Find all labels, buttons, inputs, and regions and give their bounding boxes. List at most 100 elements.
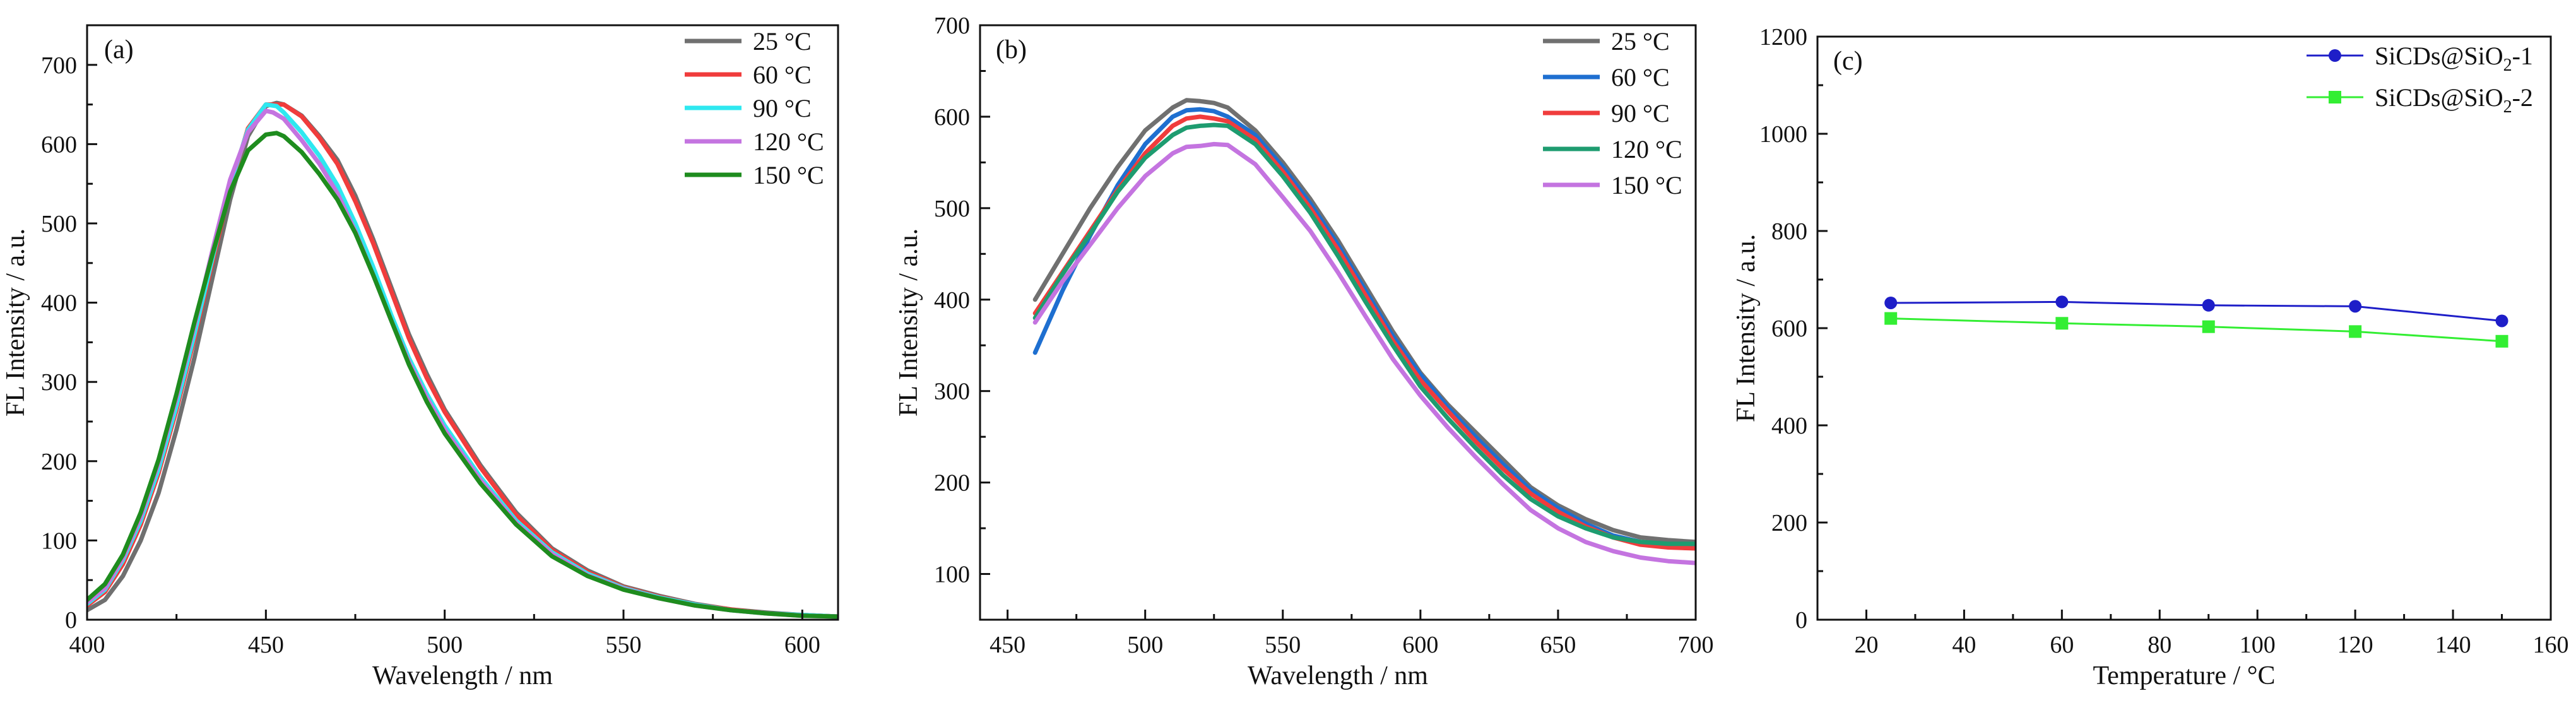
- y-tick-label: 100: [41, 528, 77, 554]
- y-tick-label: 600: [934, 104, 970, 131]
- series-group: [87, 100, 838, 619]
- series-line-2: [1889, 317, 2503, 343]
- x-tick-label: 100: [2240, 632, 2276, 658]
- x-tick-label: 80: [2148, 632, 2171, 658]
- panel-label: (b): [996, 35, 1027, 64]
- y-tick-label: 700: [41, 52, 77, 79]
- legend-marker-circle: [2329, 49, 2341, 62]
- y-tick-label: 200: [41, 449, 77, 475]
- y-tick-label: 700: [934, 13, 970, 39]
- series-line-5: [87, 131, 838, 619]
- y-axis-label: FL Intensity / a.u.: [1732, 234, 1761, 422]
- x-axis-label: Temperature / °C: [2093, 661, 2275, 690]
- data-point-circle: [2202, 298, 2215, 312]
- data-point-square: [2495, 334, 2508, 348]
- series-line-3: [1032, 114, 1696, 551]
- panel-a-chart: 400 450 500 550 600 0 100 200 300 400 500 600 700 Wav…: [1, 24, 839, 690]
- legend-label-main: SiCDs@SiO: [2375, 42, 2503, 70]
- series-line-2: [1032, 107, 1696, 547]
- panel-label: (a): [104, 35, 134, 64]
- x-tick-label: 450: [990, 632, 1025, 658]
- y-tick-label: 100: [934, 562, 970, 588]
- y-tick-label: 400: [1771, 413, 1807, 439]
- data-point-circle: [2495, 314, 2508, 328]
- x-tick-label: 160: [2533, 632, 2569, 658]
- legend-label-main: SiCDs@SiO: [2375, 83, 2503, 112]
- data-point-square: [2349, 325, 2362, 338]
- x-tick-label: 550: [1265, 632, 1301, 658]
- x-tick-label: 60: [2050, 632, 2074, 658]
- legend-label-suffix: -1: [2512, 42, 2533, 70]
- panel-c-chart: 20 40 60 80 100 120 140 160 0 200 400 600 800 1000 120…: [1732, 24, 2569, 690]
- legend-label-1: 25 °C: [1611, 27, 1670, 56]
- plot-frame: [86, 24, 839, 621]
- data-point-circle: [2349, 300, 2362, 313]
- legend-label-5: 150 °C: [753, 161, 824, 189]
- y-tick-label: 1000: [1759, 121, 1807, 148]
- legend-label-subscript: 2: [2503, 56, 2512, 75]
- series-line-3: [87, 102, 838, 619]
- y-tick-label: 500: [934, 196, 970, 222]
- y-tick-label: 400: [41, 290, 77, 317]
- x-tick-label: 500: [427, 632, 463, 658]
- x-tick-label: 40: [1952, 632, 1976, 658]
- legend-marker-square: [2329, 91, 2341, 103]
- legend-label-4: 120 °C: [1611, 135, 1682, 163]
- y-tick-label: 0: [1795, 607, 1807, 634]
- legend-label-2: 60 °C: [753, 61, 812, 89]
- y-tick-label: 800: [1771, 218, 1807, 245]
- legend-label-suffix: -2: [2512, 83, 2533, 112]
- legend-label-2: 60 °C: [1611, 63, 1670, 92]
- series-group: [1884, 295, 2508, 348]
- y-tick-label: 200: [934, 470, 970, 497]
- y-tick-label: 600: [1771, 316, 1807, 342]
- series-line-1: [87, 100, 838, 619]
- x-tick-label: 650: [1540, 632, 1576, 658]
- data-point-circle: [1884, 296, 1898, 309]
- panel-b-chart: 450 500 550 600 650 700 100 200 300 400 500 600 700 W…: [894, 13, 1714, 690]
- legend-label-1: 25 °C: [753, 27, 812, 56]
- legend-label-3: 90 °C: [1611, 99, 1670, 127]
- legend-label-3: 90 °C: [753, 94, 812, 122]
- x-axis-label: Wavelength / nm: [1248, 661, 1428, 690]
- y-axis-label: FL Intensity / a.u.: [894, 228, 923, 417]
- y-tick-label: 0: [65, 607, 77, 634]
- series-line-1: [1889, 300, 2503, 322]
- panel-label: (c): [1833, 47, 1863, 76]
- x-tick-label: 450: [248, 632, 284, 658]
- x-tick-label: 700: [1678, 632, 1714, 658]
- series-line-4: [1032, 122, 1696, 547]
- legend: 25 °C 60 °C 90 °C 120 °C 150 °C: [685, 27, 824, 189]
- data-point-square: [2202, 320, 2215, 333]
- data-point-circle: [2055, 295, 2069, 309]
- legend-label-1: SiCDs@SiO2-1: [2375, 42, 2533, 75]
- data-point-square: [1884, 312, 1898, 325]
- x-tick-label: 120: [2337, 632, 2373, 658]
- x-tick-label: 400: [69, 632, 105, 658]
- x-tick-label: 500: [1127, 632, 1163, 658]
- series-line-5: [1032, 141, 1696, 565]
- y-tick-label: 400: [934, 287, 970, 314]
- x-tick-label: 20: [1854, 632, 1878, 658]
- series-line-4: [87, 109, 838, 619]
- plot-frame: [979, 24, 1697, 621]
- legend-label-5: 150 °C: [1611, 171, 1682, 199]
- data-point-square: [2055, 317, 2069, 330]
- legend-label-2: SiCDs@SiO2-2: [2375, 83, 2533, 117]
- series-group: [1032, 98, 1696, 565]
- y-tick-label: 300: [41, 369, 77, 396]
- y-tick-label: 200: [1771, 510, 1807, 536]
- y-tick-label: 600: [41, 131, 77, 158]
- y-axis-label: FL Intensity / a.u.: [1, 228, 30, 417]
- x-tick-label: 550: [606, 632, 642, 658]
- x-tick-label: 600: [784, 632, 820, 658]
- series-line-2: [87, 102, 838, 619]
- plot-frame: [1816, 35, 2552, 621]
- series-line-1: [1032, 98, 1696, 545]
- y-tick-label: 500: [41, 211, 77, 237]
- legend-label-subscript: 2: [2503, 97, 2512, 117]
- x-axis-label: Wavelength / nm: [372, 661, 553, 690]
- legend-label-4: 120 °C: [753, 127, 824, 156]
